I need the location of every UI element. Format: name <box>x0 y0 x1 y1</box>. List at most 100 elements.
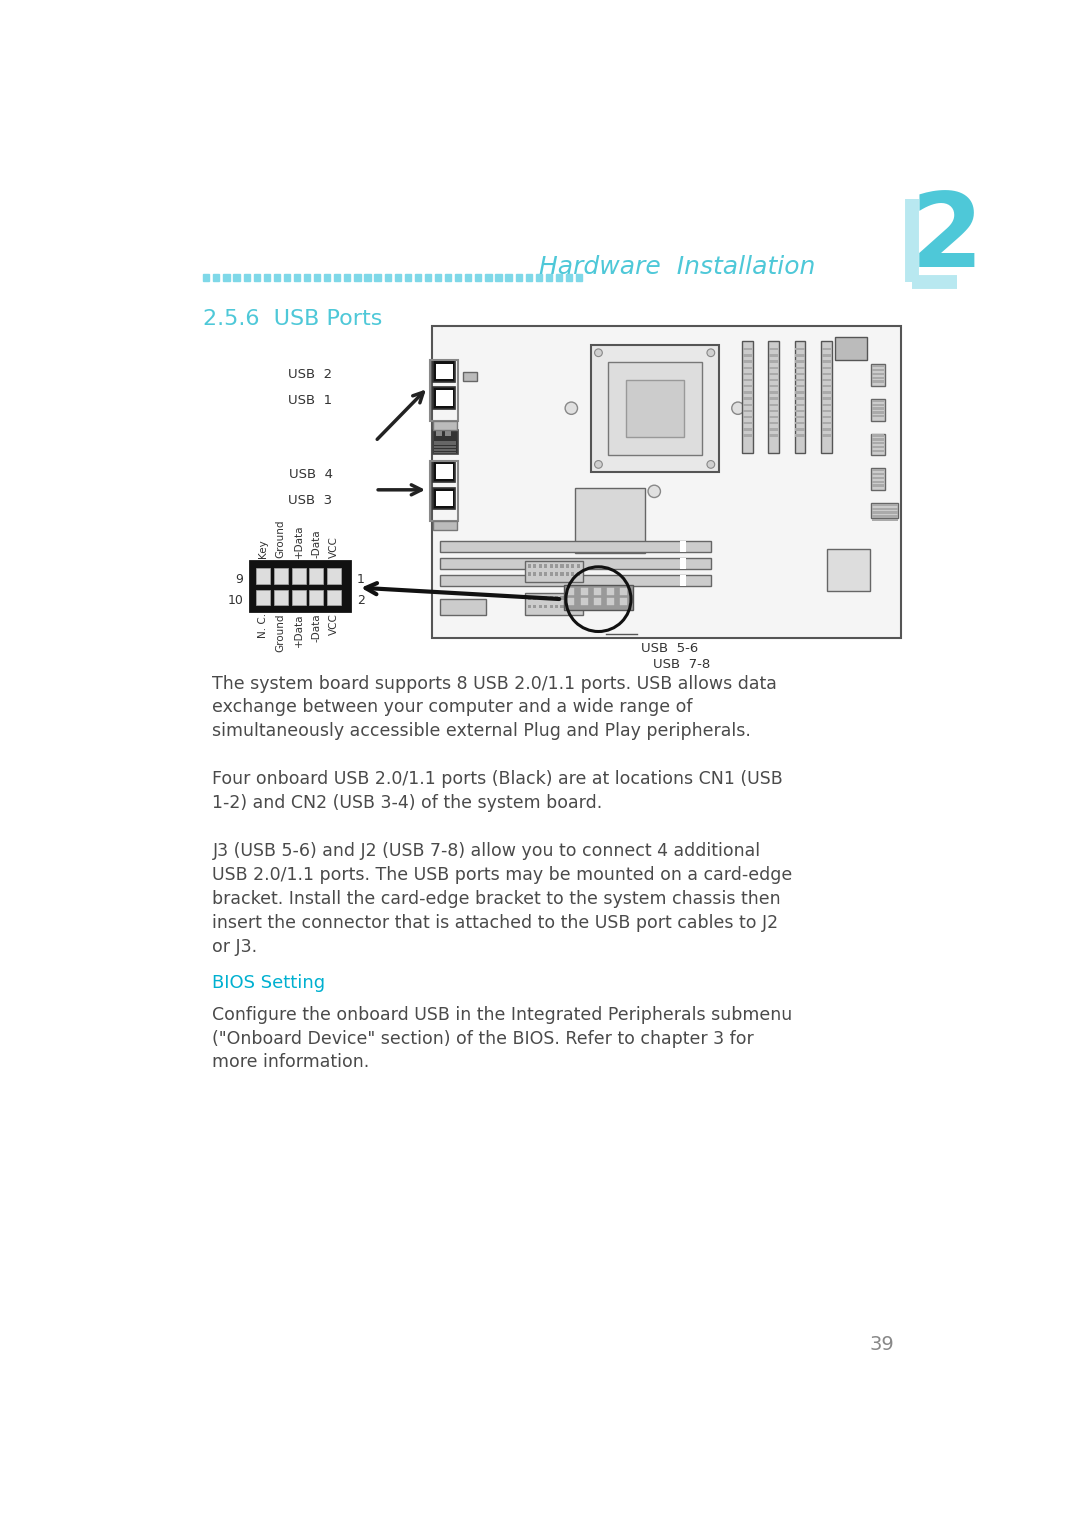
Bar <box>743 379 752 382</box>
Bar <box>769 348 779 350</box>
Text: USB  3: USB 3 <box>288 494 333 507</box>
Bar <box>544 564 548 567</box>
Bar <box>485 274 491 281</box>
Bar <box>872 469 885 471</box>
Bar <box>607 588 613 596</box>
Bar <box>564 585 633 610</box>
Circle shape <box>707 348 715 356</box>
Bar <box>769 391 779 394</box>
Bar <box>544 571 548 576</box>
Bar <box>430 361 458 420</box>
Bar <box>872 400 885 402</box>
Bar <box>577 564 580 567</box>
Bar <box>555 571 558 576</box>
Bar <box>544 596 548 601</box>
Bar <box>822 416 831 419</box>
Bar <box>872 376 885 379</box>
Bar <box>430 460 458 521</box>
Bar <box>769 354 779 356</box>
Bar <box>872 368 885 371</box>
Bar <box>822 391 831 394</box>
Circle shape <box>707 460 715 468</box>
Bar <box>440 541 711 552</box>
Bar <box>795 410 805 413</box>
Bar <box>769 422 779 425</box>
Bar <box>769 434 779 437</box>
Bar <box>566 605 569 608</box>
Bar <box>822 403 831 406</box>
Bar <box>463 371 476 382</box>
Bar <box>795 348 805 350</box>
Bar <box>607 599 613 605</box>
Bar <box>679 558 686 568</box>
Text: 2: 2 <box>912 188 984 289</box>
Bar <box>544 605 548 608</box>
Bar <box>555 596 558 601</box>
Bar <box>435 364 453 379</box>
Bar <box>743 373 752 374</box>
Text: USB  7-8: USB 7-8 <box>652 659 710 671</box>
Bar <box>254 274 260 281</box>
Text: 10: 10 <box>228 594 243 607</box>
Bar <box>528 605 531 608</box>
Bar <box>433 420 457 429</box>
Bar <box>822 422 831 425</box>
Bar <box>424 274 431 281</box>
Bar <box>561 571 564 576</box>
Text: ("Onboard Device" section) of the BIOS. Refer to chapter 3 for: ("Onboard Device" section) of the BIOS. … <box>213 1030 754 1048</box>
Bar <box>440 575 711 587</box>
Bar <box>872 507 897 510</box>
Bar <box>528 596 531 601</box>
Text: 39: 39 <box>869 1335 894 1354</box>
Bar <box>224 274 230 281</box>
Bar <box>795 341 806 452</box>
Bar <box>795 434 805 437</box>
Bar <box>555 605 558 608</box>
Bar <box>620 599 627 605</box>
Bar <box>743 354 752 356</box>
Bar <box>795 367 805 368</box>
Bar <box>327 568 341 584</box>
Bar <box>872 477 885 480</box>
Bar <box>872 512 897 513</box>
Bar <box>433 429 458 454</box>
Bar <box>273 274 280 281</box>
Bar <box>872 504 897 506</box>
Bar <box>249 561 350 611</box>
Bar <box>345 274 350 281</box>
Bar <box>445 274 451 281</box>
Circle shape <box>595 460 603 468</box>
Bar <box>545 274 552 281</box>
Text: USB  4: USB 4 <box>288 468 333 481</box>
Bar <box>581 599 588 605</box>
Bar <box>679 575 686 587</box>
Bar <box>872 408 885 410</box>
Bar <box>561 564 564 567</box>
Text: VCC: VCC <box>329 536 339 558</box>
Text: USB  2: USB 2 <box>288 368 333 380</box>
Bar <box>872 380 885 384</box>
Bar <box>822 348 831 350</box>
Text: +Data: +Data <box>294 613 303 646</box>
Bar <box>872 434 886 455</box>
Bar <box>577 571 580 576</box>
Bar <box>433 487 455 509</box>
Text: more information.: more information. <box>213 1053 369 1071</box>
Bar <box>594 588 600 596</box>
Bar <box>822 434 831 437</box>
Bar <box>475 274 482 281</box>
Bar <box>795 391 805 394</box>
Text: Key: Key <box>258 539 268 558</box>
Bar <box>795 416 805 419</box>
Bar <box>433 460 455 483</box>
Bar <box>872 442 885 445</box>
Bar <box>769 416 779 419</box>
Text: USB  5-6: USB 5-6 <box>642 642 699 654</box>
Bar <box>534 596 537 601</box>
Bar <box>768 341 779 452</box>
Text: 2.5.6  USB Ports: 2.5.6 USB Ports <box>203 309 382 329</box>
Bar <box>872 434 885 437</box>
Bar <box>292 568 306 584</box>
Bar <box>872 411 885 414</box>
Bar <box>384 274 391 281</box>
